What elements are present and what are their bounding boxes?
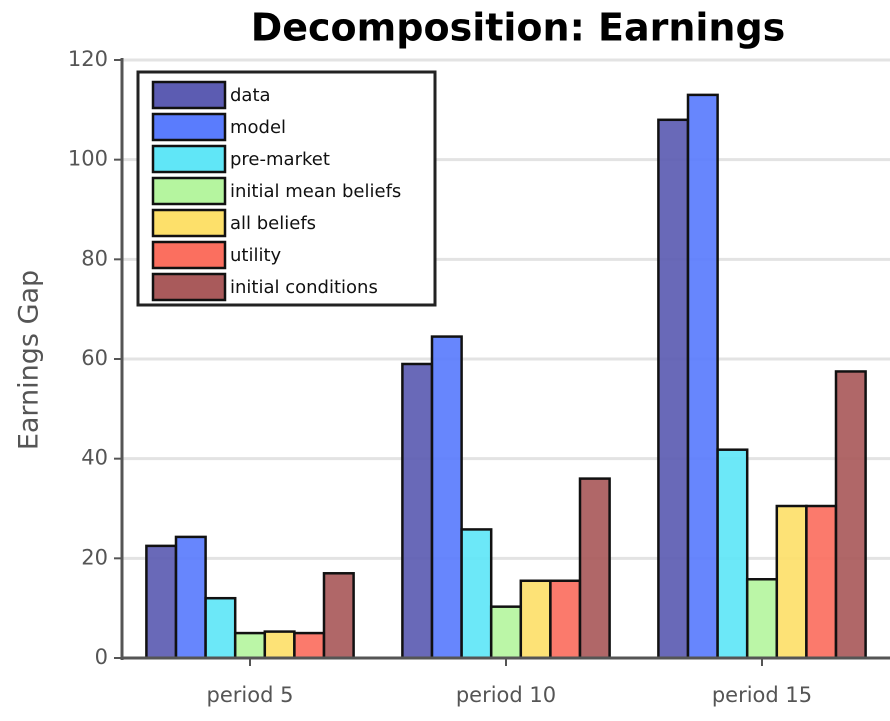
bar (519, 579, 552, 660)
bar (401, 362, 434, 660)
legend-swatch (151, 112, 227, 142)
bar (549, 579, 582, 660)
bar (204, 596, 237, 660)
legend-label: initial conditions (230, 277, 378, 298)
bar (430, 335, 463, 660)
legend-label: utility (230, 245, 282, 266)
bar (805, 504, 838, 660)
y-tick-label: 100 (68, 147, 108, 171)
legend-swatch (151, 80, 227, 110)
bar (293, 631, 326, 660)
y-tick-label: 120 (68, 47, 108, 71)
y-tick-label: 80 (81, 246, 108, 270)
legend-label: all beliefs (230, 213, 316, 234)
y-axis-label: Earnings Gap (14, 270, 45, 450)
bar (775, 504, 808, 660)
bar (489, 605, 523, 660)
bar (174, 535, 207, 660)
legend-label: data (230, 85, 271, 106)
x-tick-label: period 10 (456, 683, 556, 707)
bar (686, 93, 719, 660)
bar (460, 528, 493, 660)
bar (657, 118, 690, 660)
bar (745, 578, 779, 660)
legend-swatch (151, 208, 227, 238)
bar (834, 370, 867, 660)
y-tick-label: 20 (81, 545, 108, 569)
legend-label: model (230, 117, 286, 138)
chart-title: Decomposition: Earnings (251, 6, 786, 50)
legend-swatch (151, 272, 227, 302)
legend-swatch (151, 240, 227, 270)
bar (578, 477, 611, 660)
bar (263, 630, 296, 660)
y-tick-label: 0 (95, 645, 108, 669)
legend-swatch (151, 176, 227, 206)
legend-label: pre-market (230, 149, 330, 170)
x-tick-label: period 5 (207, 683, 294, 707)
bar (716, 448, 749, 660)
bar (145, 544, 178, 660)
legend-swatch (151, 144, 227, 174)
y-tick-label: 60 (81, 346, 108, 370)
x-tick-label: period 15 (712, 683, 812, 707)
y-tick-label: 40 (81, 446, 108, 470)
bar (233, 631, 267, 660)
legend-label: initial mean beliefs (230, 181, 401, 202)
bar (322, 572, 355, 660)
